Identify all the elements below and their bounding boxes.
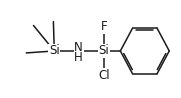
Text: Cl: Cl — [98, 69, 110, 82]
Text: Si: Si — [49, 44, 60, 57]
Text: F: F — [101, 20, 107, 33]
Text: H: H — [74, 51, 83, 64]
Text: N: N — [74, 41, 83, 54]
Text: Si: Si — [99, 44, 110, 57]
